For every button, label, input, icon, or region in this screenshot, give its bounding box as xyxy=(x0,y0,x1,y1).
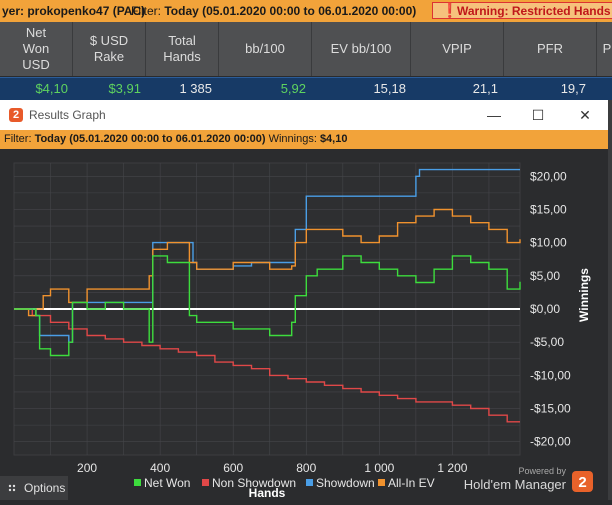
stats-values-row[interactable]: $4,10 $3,91 1 385 5,92 15,18 21,1 19,7 xyxy=(0,77,612,100)
y-tick-label: -$15,00 xyxy=(530,402,571,416)
value-net-won: $4,10 xyxy=(35,81,68,96)
y-axis-label: Winnings xyxy=(577,268,591,322)
x-tick-label: 1 000 xyxy=(364,461,394,475)
series-line-all-in-ev xyxy=(14,208,521,317)
graph-filter-value: Today (05.01.2020 00:00 to 06.01.2020 00… xyxy=(34,133,266,145)
y-tick-label: -$10,00 xyxy=(530,368,571,382)
restricted-hands-warning[interactable]: ❗ Warning: Restricted Hands Sma xyxy=(432,2,612,19)
y-tick-label: $20,00 xyxy=(530,169,567,183)
header-rake[interactable]: $ USD Rake xyxy=(73,22,146,76)
x-tick-label: 600 xyxy=(223,461,243,475)
header-label: VPIP xyxy=(442,41,472,56)
top-filter-value: Today (05.01.2020 00:00 to 06.01.2020 00… xyxy=(164,4,417,18)
header-label: PFR xyxy=(537,41,563,56)
value-rake: $3,91 xyxy=(108,81,141,96)
hm2-badge-number: 2 xyxy=(578,474,586,491)
header-label: Total Hands xyxy=(163,33,201,64)
value-bb100: 5,92 xyxy=(280,81,306,96)
legend-item-showdown[interactable]: Showdown xyxy=(316,476,375,490)
x-tick-label: 400 xyxy=(150,461,170,475)
legend-swatch[interactable] xyxy=(378,479,385,486)
header-label: Net Won USD xyxy=(22,25,50,72)
series-line-non-showdown xyxy=(14,308,520,423)
graph-filter-bar[interactable]: Filter: Today (05.01.2020 00:00 to 06.01… xyxy=(0,130,608,149)
results-graph-window: 2 Results Graph — ☐ ✕ Filter: Today (05.… xyxy=(0,100,608,500)
legend-item-all-in-ev[interactable]: All-In EV xyxy=(388,476,435,490)
graph-filter-label: Filter: xyxy=(4,133,32,145)
results-chart[interactable]: $20,00 $15,00 $10,00 $5,00 $0,00 -$5,00 -$10,0… xyxy=(0,149,608,500)
warning-icon: ❗ xyxy=(441,2,459,18)
header-label: EV bb/100 xyxy=(330,41,392,56)
hm2-logo-icon: 2 xyxy=(9,108,23,122)
minimize-button[interactable]: — xyxy=(487,107,501,123)
legend-swatch[interactable] xyxy=(306,479,313,486)
value-pfr: 19,7 xyxy=(560,81,586,96)
value-vpip: 21,1 xyxy=(472,81,498,96)
legend-swatch[interactable] xyxy=(134,479,141,486)
value-total-hands: 1 385 xyxy=(179,81,212,96)
options-icon xyxy=(8,484,16,492)
top-filter-bar: yer: prokopenko47 (PAC) Filter: Today (0… xyxy=(0,0,612,22)
window-title: Results Graph xyxy=(29,108,106,122)
value-ev-bb100: 15,18 xyxy=(373,81,406,96)
warning-text: Warning: Restricted Hands Sma xyxy=(457,4,612,18)
player-name: yer: prokopenko47 (PAC) xyxy=(2,4,146,18)
winnings-value: $4,10 xyxy=(319,133,348,145)
series-line-net-won xyxy=(14,255,521,357)
legend-swatch[interactable] xyxy=(202,479,209,486)
maximize-button[interactable]: ☐ xyxy=(531,107,545,123)
header-pfr[interactable]: PFR xyxy=(504,22,597,76)
x-axis-label: Hands xyxy=(249,486,286,500)
header-partial[interactable]: P xyxy=(597,22,612,76)
top-filter-label: Filter: xyxy=(131,4,161,18)
header-net-won[interactable]: Net Won USD xyxy=(0,22,73,76)
header-vpip[interactable]: VPIP xyxy=(411,22,504,76)
y-tick-label: -$20,00 xyxy=(530,435,571,449)
legend-item-net-won[interactable]: Net Won xyxy=(144,476,190,490)
x-tick-label: 200 xyxy=(77,461,97,475)
y-tick-label: $10,00 xyxy=(530,236,567,250)
x-tick-label: 800 xyxy=(296,461,316,475)
results-chart-svg[interactable]: $20,00 $15,00 $10,00 $5,00 $0,00 -$5,00 -$10,0… xyxy=(0,149,608,500)
window-titlebar[interactable]: 2 Results Graph — ☐ ✕ xyxy=(0,100,608,130)
options-label: Options xyxy=(24,481,66,495)
y-tick-label: $5,00 xyxy=(530,269,560,283)
top-filter[interactable]: Filter: Today (05.01.2020 00:00 to 06.01… xyxy=(131,4,416,18)
x-tick-label: 1 200 xyxy=(437,461,467,475)
header-label: bb/100 xyxy=(245,41,285,56)
header-total-hands[interactable]: Total Hands xyxy=(146,22,219,76)
legend-item-non-showdown[interactable]: Non Showdown xyxy=(212,476,296,490)
header-ev-bb100[interactable]: EV bb/100 xyxy=(312,22,411,76)
options-button[interactable]: Options xyxy=(0,476,68,500)
powered-by-text: Powered by xyxy=(518,466,566,476)
hm2-badge-icon xyxy=(572,471,593,492)
stats-header-row: Net Won USD $ USD Rake Total Hands bb/10… xyxy=(0,22,612,76)
header-label: $ USD Rake xyxy=(89,33,129,64)
y-tick-label: $15,00 xyxy=(530,202,567,216)
header-label: P xyxy=(602,41,612,56)
header-bb100[interactable]: bb/100 xyxy=(219,22,312,76)
product-name: Hold'em Manager xyxy=(464,477,567,492)
y-tick-label: -$5,00 xyxy=(530,335,564,349)
winnings-label: Winnings: xyxy=(268,133,317,145)
y-tick-label: $0,00 xyxy=(530,302,560,316)
close-button[interactable]: ✕ xyxy=(579,107,591,123)
